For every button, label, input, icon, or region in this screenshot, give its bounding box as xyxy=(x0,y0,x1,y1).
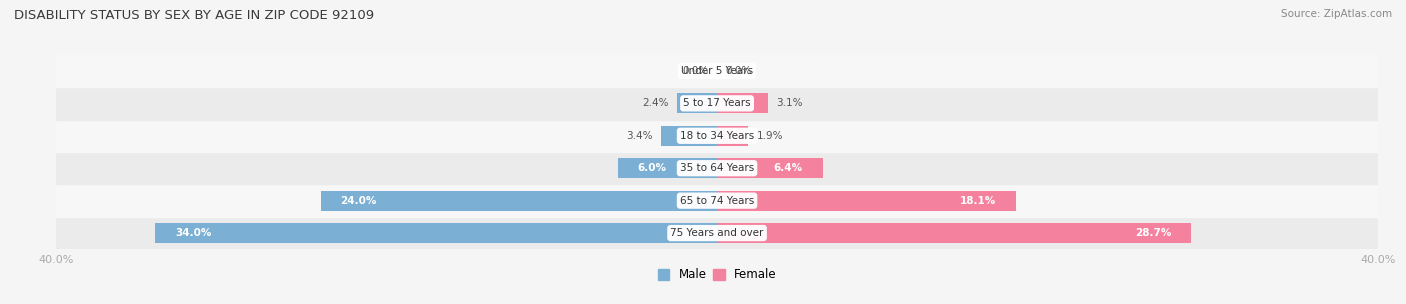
Text: 28.7%: 28.7% xyxy=(1135,228,1171,238)
Bar xyxy=(678,93,717,113)
Text: 18 to 34 Years: 18 to 34 Years xyxy=(681,131,754,141)
Text: 3.1%: 3.1% xyxy=(776,98,803,108)
Bar xyxy=(56,217,1378,249)
Bar xyxy=(617,158,717,178)
Text: 6.4%: 6.4% xyxy=(773,163,803,173)
Bar xyxy=(717,93,768,113)
Text: 18.1%: 18.1% xyxy=(960,196,997,206)
Bar xyxy=(321,191,717,211)
Bar xyxy=(56,185,1378,217)
Bar xyxy=(661,126,717,146)
Text: 24.0%: 24.0% xyxy=(340,196,377,206)
Text: 0.0%: 0.0% xyxy=(682,66,709,76)
Text: 1.9%: 1.9% xyxy=(756,131,783,141)
Text: 2.4%: 2.4% xyxy=(643,98,669,108)
Bar xyxy=(56,119,1378,152)
Bar xyxy=(56,55,1378,87)
Bar xyxy=(717,158,823,178)
Bar xyxy=(717,223,1191,243)
Text: DISABILITY STATUS BY SEX BY AGE IN ZIP CODE 92109: DISABILITY STATUS BY SEX BY AGE IN ZIP C… xyxy=(14,9,374,22)
Text: Source: ZipAtlas.com: Source: ZipAtlas.com xyxy=(1281,9,1392,19)
Text: Under 5 Years: Under 5 Years xyxy=(681,66,754,76)
Text: 75 Years and over: 75 Years and over xyxy=(671,228,763,238)
Text: 35 to 64 Years: 35 to 64 Years xyxy=(681,163,754,173)
Text: 34.0%: 34.0% xyxy=(176,228,211,238)
Legend: Male, Female: Male, Female xyxy=(652,264,782,286)
Bar xyxy=(717,126,748,146)
Text: 6.0%: 6.0% xyxy=(638,163,666,173)
Bar xyxy=(717,191,1017,211)
Bar xyxy=(156,223,717,243)
Text: 5 to 17 Years: 5 to 17 Years xyxy=(683,98,751,108)
Text: 0.0%: 0.0% xyxy=(725,66,752,76)
Bar xyxy=(56,152,1378,185)
Text: 65 to 74 Years: 65 to 74 Years xyxy=(681,196,754,206)
Bar xyxy=(56,87,1378,119)
Text: 3.4%: 3.4% xyxy=(626,131,652,141)
